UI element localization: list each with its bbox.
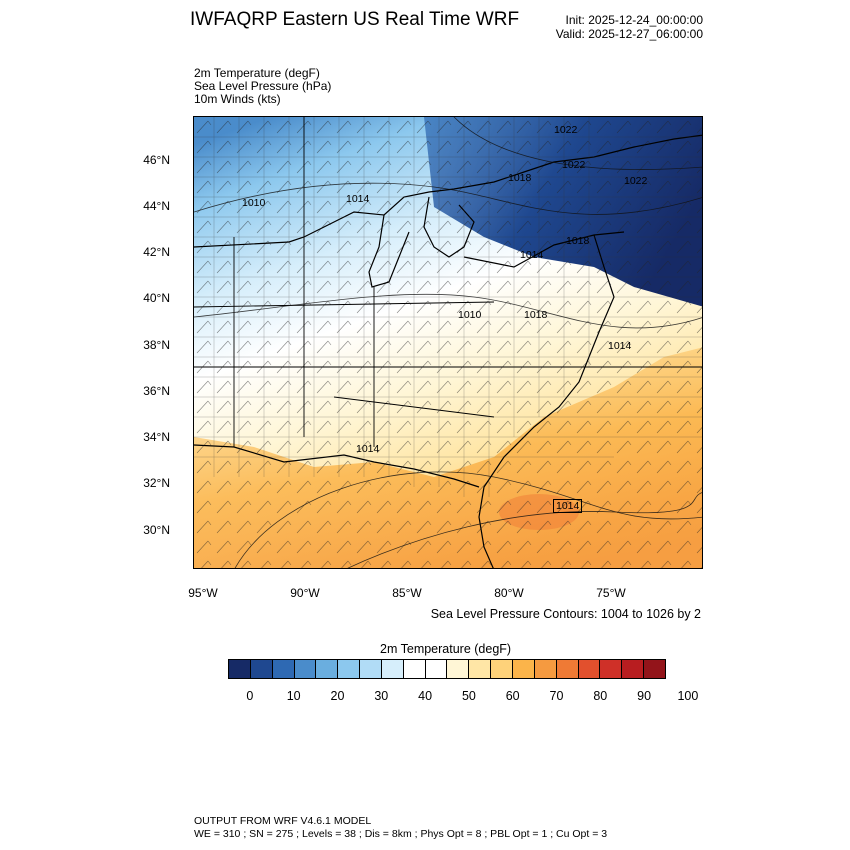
lon-label: 95°W (188, 586, 218, 600)
colorbar-cell (644, 660, 665, 678)
wind-barbs (194, 117, 702, 568)
colorbar-cell (622, 660, 645, 678)
lat-label: 44°N (143, 199, 170, 213)
isobar-label: 1018 (566, 235, 590, 247)
colorbar-cell (338, 660, 361, 678)
lat-label: 42°N (143, 245, 170, 259)
colorbar-cell (578, 660, 601, 678)
lat-label: 32°N (143, 476, 170, 490)
colorbar-cell (600, 660, 623, 678)
model-info-line-1: OUTPUT FROM WRF V4.6.1 MODEL (194, 815, 372, 827)
isobar-label: 1022 (554, 124, 578, 136)
colorbar-cell (272, 660, 295, 678)
field-temperature-label: 2m Temperature (degF) (194, 66, 320, 80)
isobar-label: 1022 (562, 159, 586, 171)
valid-time: Valid: 2025-12-27_06:00:00 (555, 27, 703, 41)
lon-label: 85°W (392, 586, 422, 600)
weather-map: 1022 1022 1018 1022 1010 1014 1018 1014 … (193, 116, 703, 569)
colorbar-cell (229, 660, 251, 678)
lat-label: 36°N (143, 384, 170, 398)
colorbar-cell (294, 660, 317, 678)
colorbar-cell (316, 660, 339, 678)
colorbar-cell (469, 660, 492, 678)
colorbar-tick-label: 10 (286, 689, 301, 703)
weather-map-canvas (194, 117, 702, 568)
colorbar-tick-label: 20 (330, 689, 345, 703)
colorbar-cell (403, 660, 426, 678)
isobar-label: 1014 (608, 340, 632, 352)
isobar-label: 1014 (356, 443, 380, 455)
field-winds-label: 10m Winds (kts) (194, 92, 281, 106)
colorbar-tick-label: 60 (505, 689, 520, 703)
init-time: Init: 2025-12-24_00:00:00 (565, 13, 703, 27)
colorbar-tick-label: 90 (637, 689, 652, 703)
colorbar (228, 659, 666, 679)
colorbar-tick-label: 80 (593, 689, 608, 703)
colorbar-tick-label: 100 (677, 689, 699, 703)
colorbar-cell (381, 660, 404, 678)
isobar-label: 1010 (458, 309, 482, 321)
colorbar-cell (556, 660, 579, 678)
isobar-label: 1022 (624, 175, 648, 187)
colorbar-cell (491, 660, 513, 678)
lon-label: 90°W (290, 586, 320, 600)
lat-label: 40°N (143, 291, 170, 305)
colorbar-cell (512, 660, 535, 678)
contour-note: Sea Level Pressure Contours: 1004 to 102… (430, 607, 701, 621)
county-lines (194, 117, 702, 497)
isobar-label: 1018 (508, 172, 532, 184)
lat-label: 38°N (143, 338, 170, 352)
colorbar-cell (534, 660, 557, 678)
colorbar-cell (360, 660, 382, 678)
map-title: IWFAQRP Eastern US Real Time WRF (190, 9, 520, 30)
field-pressure-label: Sea Level Pressure (hPa) (194, 79, 332, 93)
isobar-label: 1018 (524, 309, 548, 321)
colorbar-cell (447, 660, 470, 678)
model-info-line-2: WE = 310 ; SN = 275 ; Levels = 38 ; Dis … (194, 828, 608, 840)
colorbar-title: 2m Temperature (degF) (380, 642, 512, 656)
isobar-label: 1014 (346, 193, 370, 205)
lat-label: 30°N (143, 523, 170, 537)
isobars (194, 117, 702, 568)
lon-label: 75°W (596, 586, 626, 600)
colorbar-cell (250, 660, 273, 678)
lat-label: 34°N (143, 430, 170, 444)
isobar-label: 1014 (520, 249, 544, 261)
colorbar-tick-label: 50 (461, 689, 476, 703)
lon-label: 80°W (494, 586, 524, 600)
colorbar-tick-label: 0 (246, 689, 254, 703)
colorbar-tick-label: 40 (418, 689, 433, 703)
colorbar-cell (425, 660, 448, 678)
isobar-label: 1010 (242, 197, 266, 209)
colorbar-tick-label: 70 (549, 689, 564, 703)
colorbar-tick-label: 30 (374, 689, 389, 703)
lat-label: 46°N (143, 153, 170, 167)
isobar-label: 1014 (553, 499, 583, 513)
